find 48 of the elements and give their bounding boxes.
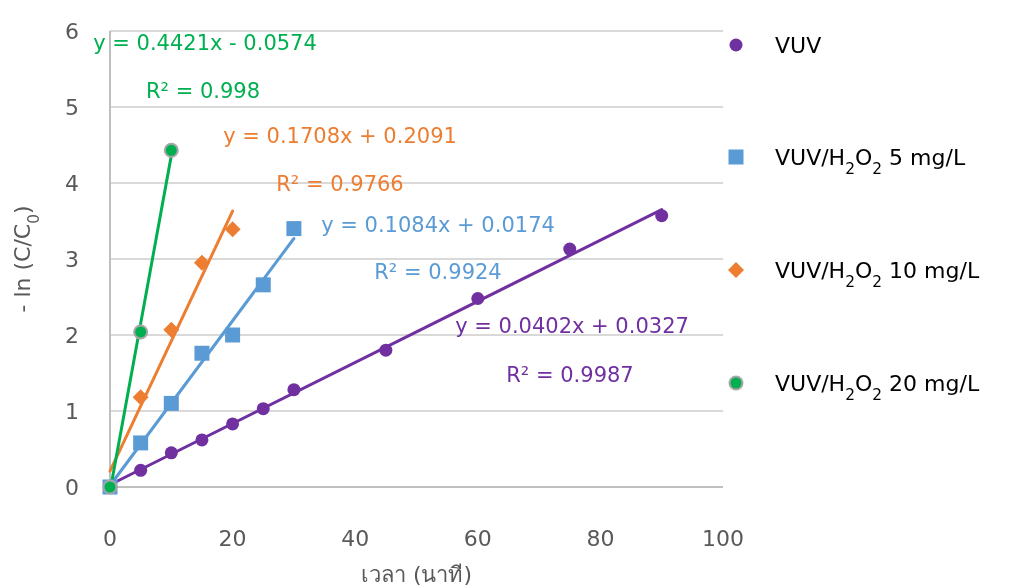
legend-label: VUV/H$_{2}$O$_{2}$ 20 mg/L (775, 371, 980, 404)
point (256, 402, 270, 416)
point (286, 221, 302, 237)
y-tick-label: 3 (65, 247, 79, 272)
x-tick-label: 40 (341, 526, 370, 551)
annotation: y = 0.0402x + 0.0327 (455, 314, 689, 338)
x-tick-label: 0 (103, 526, 117, 551)
x-axis-title: เวลา (นาที) (360, 562, 473, 587)
legend-label: VUV/H$_{2}$O$_{2}$ 10 mg/L (775, 258, 980, 291)
y-tick-label: 6 (65, 19, 79, 44)
x-tick-label: 80 (586, 526, 615, 551)
y-tick-label: 4 (65, 171, 79, 196)
x-tick-label: 20 (218, 526, 247, 551)
y-tick-label: 0 (65, 475, 79, 500)
annotation: y = 0.4421x - 0.0574 (93, 31, 317, 55)
point (471, 292, 485, 306)
point (226, 417, 240, 431)
x-tick-label: 60 (463, 526, 492, 551)
point (164, 446, 178, 460)
point (225, 327, 241, 343)
y-tick-label: 5 (65, 95, 79, 120)
legend-label: VUV (775, 33, 822, 58)
point (194, 345, 210, 361)
point (163, 142, 179, 158)
point (255, 277, 271, 293)
point (193, 254, 210, 271)
x-tick-label: 100 (702, 526, 744, 551)
annotation: R² = 0.9987 (506, 363, 634, 387)
point (195, 433, 209, 447)
point (379, 343, 393, 357)
point (287, 383, 301, 397)
y-tick-label: 2 (65, 323, 79, 348)
point (163, 321, 180, 338)
point (655, 209, 669, 223)
y-tick-label: 1 (65, 399, 79, 424)
point (563, 242, 577, 256)
point (134, 463, 148, 477)
point (163, 395, 179, 411)
point (133, 435, 149, 451)
point (133, 324, 149, 340)
annotation: R² = 0.998 (145, 79, 261, 103)
legend-label: VUV/H$_{2}$O$_{2}$ 5 mg/L (775, 145, 966, 178)
annotation: R² = 0.9924 (374, 260, 502, 284)
point (224, 221, 241, 238)
annotation: y = 0.1708x + 0.2091 (223, 124, 457, 148)
annotation: R² = 0.9766 (276, 172, 404, 196)
point (132, 389, 149, 406)
annotation: y = 0.1084x + 0.0174 (321, 213, 555, 237)
